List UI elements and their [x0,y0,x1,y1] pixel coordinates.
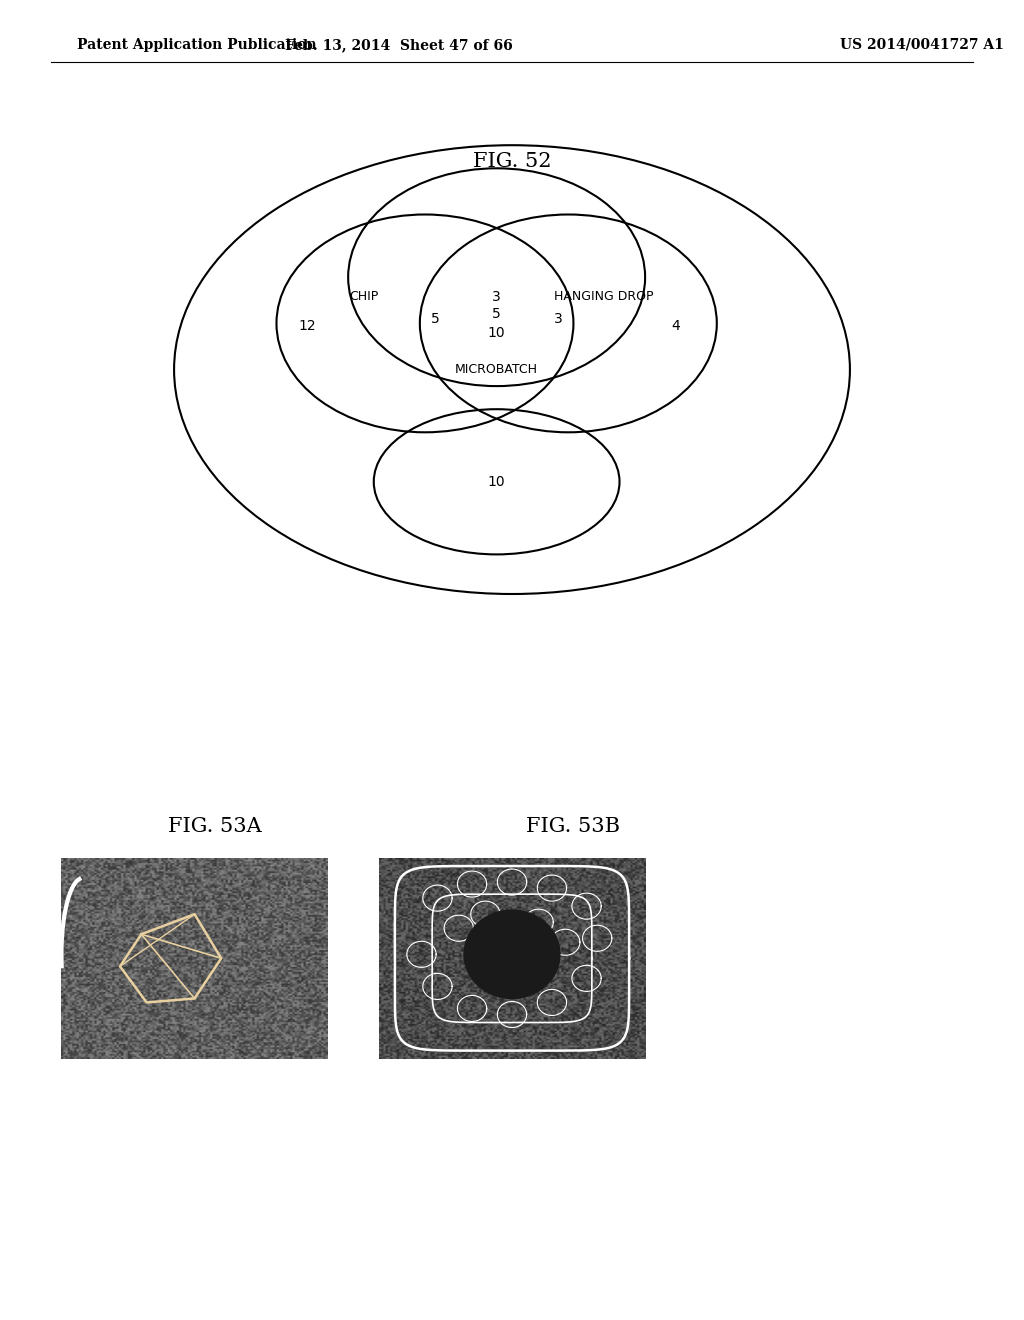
Text: 10: 10 [487,326,506,339]
Text: 4: 4 [672,319,680,333]
Text: 12: 12 [298,319,316,333]
Text: 5: 5 [493,308,501,321]
Text: 3: 3 [554,313,562,326]
Text: Patent Application Publication: Patent Application Publication [77,38,316,51]
Text: FIG. 52: FIG. 52 [473,152,551,170]
Polygon shape [464,911,560,998]
Text: CHIP: CHIP [349,290,378,304]
Text: 3: 3 [493,290,501,304]
Text: MICROBATCH: MICROBATCH [455,363,539,376]
Text: US 2014/0041727 A1: US 2014/0041727 A1 [840,38,1004,51]
Text: FIG. 53A: FIG. 53A [168,817,262,836]
Text: 5: 5 [431,313,439,326]
Text: FIG. 53B: FIG. 53B [526,817,621,836]
Text: 10: 10 [487,475,506,488]
Text: HANGING DROP: HANGING DROP [554,290,654,304]
Text: Feb. 13, 2014  Sheet 47 of 66: Feb. 13, 2014 Sheet 47 of 66 [286,38,513,51]
